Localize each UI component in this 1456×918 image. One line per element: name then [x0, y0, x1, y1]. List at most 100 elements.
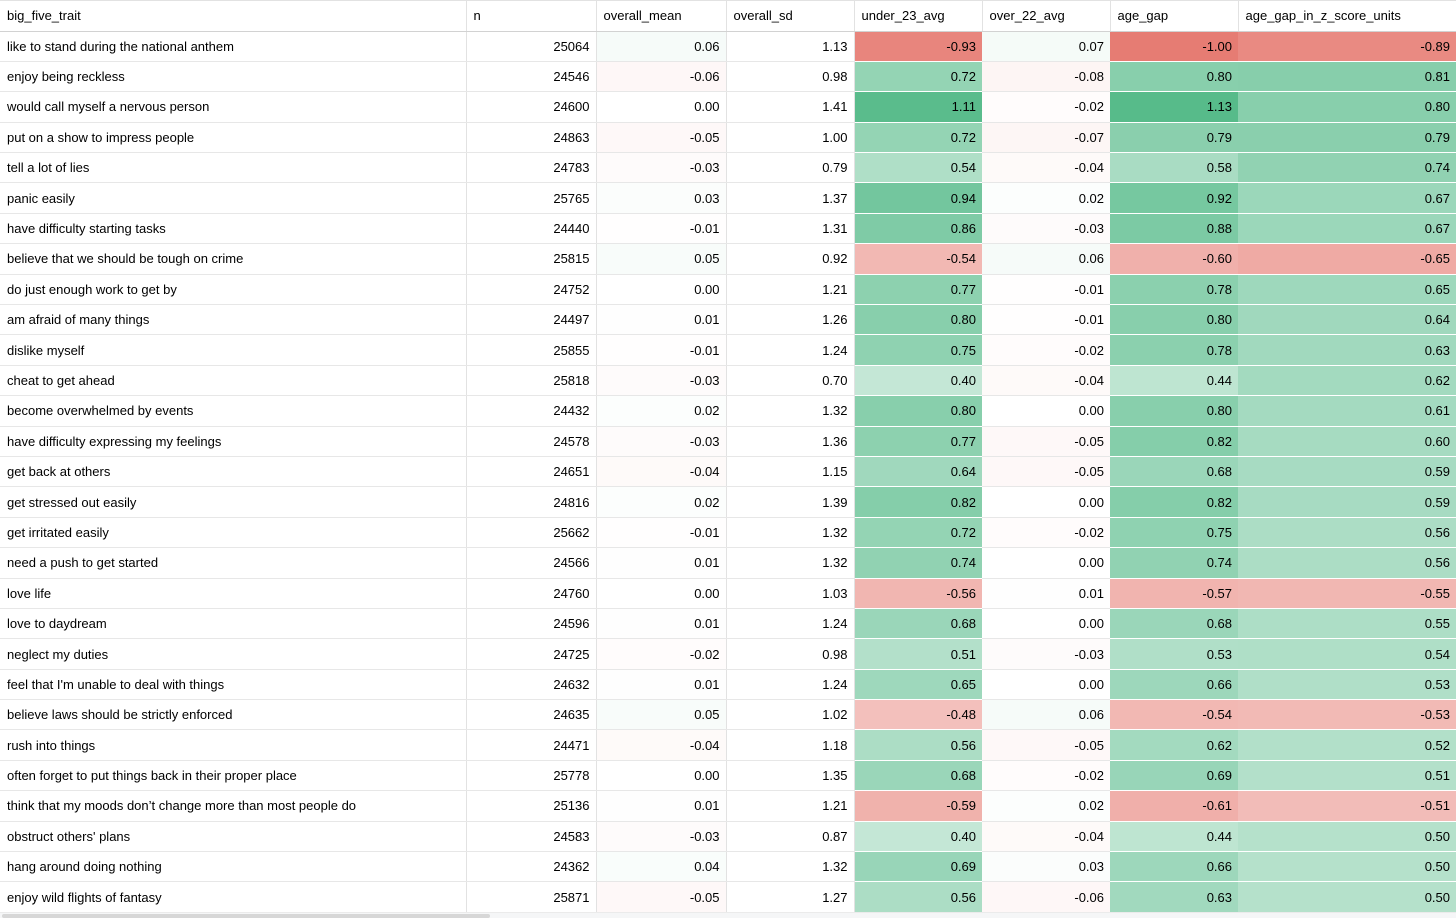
cell-age_gap_in_z_score_units[interactable]: 0.50: [1238, 821, 1456, 853]
cell-age_gap[interactable]: 0.78: [1110, 334, 1238, 366]
cell-n[interactable]: 24783: [466, 152, 597, 184]
cell-age_gap_in_z_score_units[interactable]: 0.61: [1238, 395, 1456, 427]
cell-overall_mean[interactable]: 0.01: [596, 669, 727, 701]
cell-under_23_avg[interactable]: 0.69: [854, 851, 982, 883]
column-header-overall_sd[interactable]: overall_sd: [726, 1, 855, 32]
cell-over_22_avg[interactable]: 0.02: [982, 790, 1110, 822]
cell-big_five_trait[interactable]: rush into things: [0, 729, 467, 761]
cell-overall_sd[interactable]: 1.31: [726, 213, 855, 245]
cell-over_22_avg[interactable]: -0.01: [982, 304, 1110, 336]
cell-n[interactable]: 24497: [466, 304, 597, 336]
cell-over_22_avg[interactable]: -0.04: [982, 365, 1110, 397]
cell-age_gap_in_z_score_units[interactable]: -0.55: [1238, 578, 1456, 609]
cell-overall_mean[interactable]: -0.05: [596, 881, 727, 912]
cell-big_five_trait[interactable]: love life: [0, 578, 467, 609]
cell-age_gap[interactable]: 0.80: [1110, 304, 1238, 336]
cell-overall_mean[interactable]: -0.04: [596, 729, 727, 761]
cell-age_gap_in_z_score_units[interactable]: 0.74: [1238, 152, 1456, 184]
cell-big_five_trait[interactable]: have difficulty expressing my feelings: [0, 426, 467, 457]
cell-age_gap[interactable]: 0.66: [1110, 851, 1238, 883]
cell-overall_mean[interactable]: 0.01: [596, 547, 727, 579]
cell-age_gap[interactable]: -0.57: [1110, 578, 1238, 609]
cell-over_22_avg[interactable]: -0.05: [982, 426, 1110, 457]
cell-over_22_avg[interactable]: 0.00: [982, 486, 1110, 518]
cell-age_gap[interactable]: 0.53: [1110, 638, 1238, 670]
column-header-overall_mean[interactable]: overall_mean: [596, 1, 727, 32]
cell-over_22_avg[interactable]: -0.05: [982, 729, 1110, 761]
cell-n[interactable]: 24546: [466, 61, 597, 93]
cell-overall_mean[interactable]: 0.01: [596, 608, 727, 640]
cell-overall_sd[interactable]: 1.27: [726, 881, 855, 912]
cell-overall_sd[interactable]: 1.03: [726, 578, 855, 609]
cell-under_23_avg[interactable]: 0.68: [854, 608, 982, 640]
cell-n[interactable]: 25855: [466, 334, 597, 366]
cell-under_23_avg[interactable]: 0.40: [854, 821, 982, 853]
cell-big_five_trait[interactable]: get irritated easily: [0, 517, 467, 549]
cell-under_23_avg[interactable]: 0.80: [854, 304, 982, 336]
cell-overall_mean[interactable]: -0.04: [596, 456, 727, 488]
cell-under_23_avg[interactable]: -0.93: [854, 31, 982, 62]
cell-overall_mean[interactable]: -0.01: [596, 334, 727, 366]
cell-overall_sd[interactable]: 1.24: [726, 608, 855, 640]
cell-overall_mean[interactable]: 0.06: [596, 31, 727, 62]
cell-overall_sd[interactable]: 1.32: [726, 547, 855, 579]
column-header-n[interactable]: n: [466, 1, 597, 32]
cell-over_22_avg[interactable]: -0.02: [982, 334, 1110, 366]
cell-age_gap[interactable]: 0.58: [1110, 152, 1238, 184]
cell-big_five_trait[interactable]: have difficulty starting tasks: [0, 213, 467, 245]
cell-overall_mean[interactable]: 0.00: [596, 91, 727, 123]
cell-under_23_avg[interactable]: 0.56: [854, 881, 982, 912]
cell-big_five_trait[interactable]: cheat to get ahead: [0, 365, 467, 397]
cell-age_gap_in_z_score_units[interactable]: 0.51: [1238, 760, 1456, 792]
cell-big_five_trait[interactable]: get stressed out easily: [0, 486, 467, 518]
cell-n[interactable]: 24440: [466, 213, 597, 245]
cell-age_gap_in_z_score_units[interactable]: 0.50: [1238, 851, 1456, 883]
cell-big_five_trait[interactable]: like to stand during the national anthem: [0, 31, 467, 62]
cell-n[interactable]: 24566: [466, 547, 597, 579]
cell-big_five_trait[interactable]: panic easily: [0, 182, 467, 214]
cell-age_gap_in_z_score_units[interactable]: 0.54: [1238, 638, 1456, 670]
cell-age_gap[interactable]: 0.74: [1110, 547, 1238, 579]
cell-under_23_avg[interactable]: 0.65: [854, 669, 982, 701]
cell-over_22_avg[interactable]: -0.05: [982, 456, 1110, 488]
cell-age_gap[interactable]: -0.61: [1110, 790, 1238, 822]
cell-big_five_trait[interactable]: believe that we should be tough on crime: [0, 243, 467, 275]
cell-big_five_trait[interactable]: obstruct others' plans: [0, 821, 467, 853]
cell-over_22_avg[interactable]: -0.08: [982, 61, 1110, 93]
cell-under_23_avg[interactable]: 0.72: [854, 122, 982, 154]
cell-age_gap[interactable]: 0.92: [1110, 182, 1238, 214]
cell-age_gap[interactable]: 0.80: [1110, 61, 1238, 93]
cell-big_five_trait[interactable]: think that my moods don’t change more th…: [0, 790, 467, 822]
cell-age_gap[interactable]: 0.68: [1110, 608, 1238, 640]
cell-age_gap[interactable]: 0.75: [1110, 517, 1238, 549]
cell-age_gap_in_z_score_units[interactable]: 0.81: [1238, 61, 1456, 93]
cell-age_gap[interactable]: 0.44: [1110, 821, 1238, 853]
cell-age_gap_in_z_score_units[interactable]: -0.65: [1238, 243, 1456, 275]
cell-age_gap_in_z_score_units[interactable]: 0.55: [1238, 608, 1456, 640]
cell-age_gap[interactable]: 0.79: [1110, 122, 1238, 154]
cell-overall_sd[interactable]: 1.13: [726, 31, 855, 62]
cell-n[interactable]: 25136: [466, 790, 597, 822]
cell-n[interactable]: 24752: [466, 274, 597, 306]
cell-n[interactable]: 24600: [466, 91, 597, 123]
cell-over_22_avg[interactable]: 0.00: [982, 669, 1110, 701]
cell-overall_sd[interactable]: 0.98: [726, 638, 855, 670]
cell-overall_sd[interactable]: 1.41: [726, 91, 855, 123]
cell-overall_sd[interactable]: 0.92: [726, 243, 855, 275]
cell-overall_sd[interactable]: 1.21: [726, 274, 855, 306]
cell-big_five_trait[interactable]: love to daydream: [0, 608, 467, 640]
cell-overall_mean[interactable]: -0.03: [596, 365, 727, 397]
cell-age_gap[interactable]: 0.80: [1110, 395, 1238, 427]
cell-overall_sd[interactable]: 1.15: [726, 456, 855, 488]
cell-n[interactable]: 24596: [466, 608, 597, 640]
cell-overall_sd[interactable]: 1.37: [726, 182, 855, 214]
cell-over_22_avg[interactable]: 0.06: [982, 699, 1110, 731]
cell-big_five_trait[interactable]: enjoy being reckless: [0, 61, 467, 93]
cell-n[interactable]: 24760: [466, 578, 597, 609]
cell-overall_mean[interactable]: -0.03: [596, 821, 727, 853]
cell-overall_mean[interactable]: 0.02: [596, 395, 727, 427]
cell-age_gap_in_z_score_units[interactable]: 0.53: [1238, 669, 1456, 701]
cell-n[interactable]: 24651: [466, 456, 597, 488]
cell-big_five_trait[interactable]: dislike myself: [0, 334, 467, 366]
cell-n[interactable]: 25871: [466, 881, 597, 912]
